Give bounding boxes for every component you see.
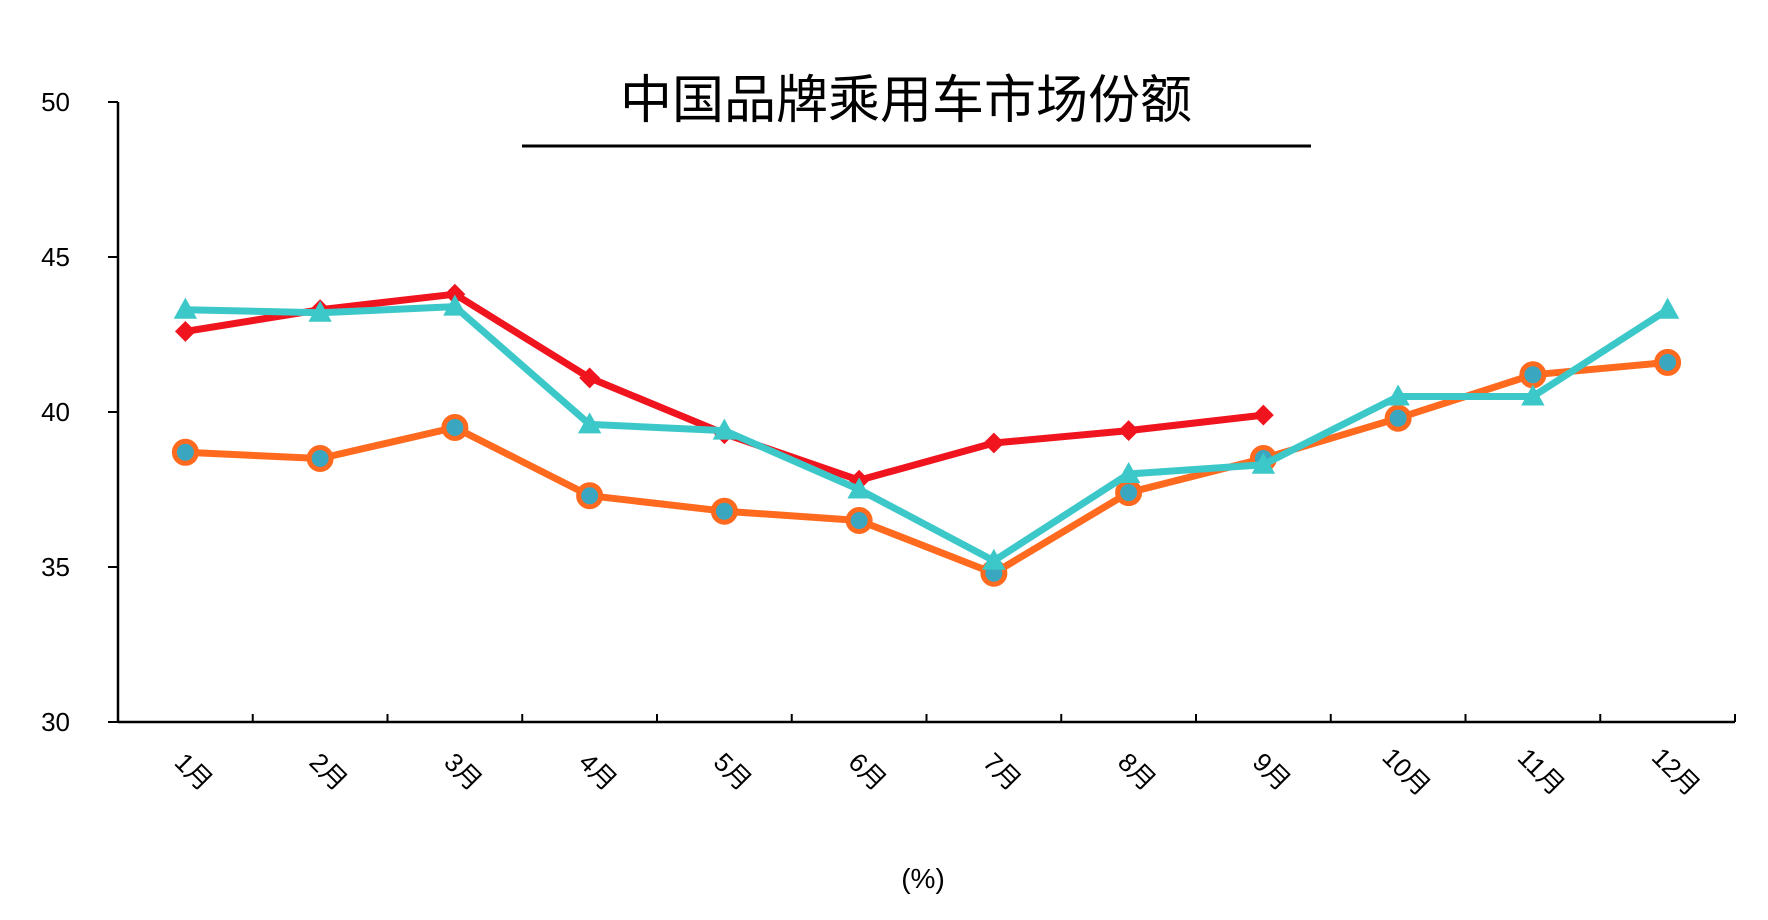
data-point <box>712 418 737 440</box>
data-point <box>1519 361 1547 389</box>
data-point <box>308 300 332 322</box>
series-lines <box>171 283 1682 587</box>
data-point <box>576 482 604 510</box>
data-point <box>1116 461 1141 483</box>
y-tick-label: 50 <box>41 87 70 117</box>
data-point <box>441 414 469 441</box>
x-tick-label: 4月 <box>573 747 623 797</box>
series-3 <box>173 294 1680 570</box>
x-tick-label: 7月 <box>977 747 1027 797</box>
series-1 <box>174 283 1274 491</box>
data-point <box>847 477 871 499</box>
series-2 <box>171 348 1682 587</box>
data-point <box>1521 384 1545 406</box>
x-tick-label: 5月 <box>708 747 758 797</box>
data-point <box>1655 297 1680 319</box>
data-point <box>1118 420 1140 442</box>
data-point <box>1252 404 1274 426</box>
data-point <box>710 497 738 525</box>
series-line <box>181 358 1672 577</box>
data-point <box>174 320 196 342</box>
x-tick-label: 11月 <box>1512 742 1571 801</box>
x-tick-label: 12月 <box>1646 742 1706 802</box>
y-tick-label: 35 <box>41 552 70 582</box>
data-point <box>1386 384 1410 406</box>
data-point <box>579 367 601 389</box>
data-point <box>173 297 198 319</box>
data-point <box>171 438 199 466</box>
data-point <box>845 507 873 534</box>
series-line <box>181 303 1672 565</box>
data-point <box>577 412 602 434</box>
x-tick-label: 3月 <box>438 747 488 797</box>
x-tick-label: 6月 <box>843 747 893 797</box>
y-tick-label: 40 <box>41 397 70 427</box>
x-tick-label: 10月 <box>1376 742 1436 802</box>
x-axis-label: (%) <box>901 863 945 894</box>
x-tick-label: 9月 <box>1247 747 1297 797</box>
data-point <box>306 445 334 472</box>
x-tick-label: 8月 <box>1112 747 1162 797</box>
data-point <box>1654 348 1682 376</box>
data-point <box>1384 404 1412 432</box>
y-tick-label: 30 <box>41 707 70 737</box>
data-point <box>1115 479 1143 507</box>
data-point <box>982 548 1006 570</box>
chart-title: 中国品牌乘用车市场份额 <box>620 71 1192 131</box>
x-tick-label: 2月 <box>304 747 354 797</box>
axes: 30 35 40 45 50 1月 2月 3月 4月 5月 6月 7月 8月 9月 10月 11月 12月 <box>41 87 1736 802</box>
y-tick-label: 45 <box>41 242 70 272</box>
data-point <box>983 432 1005 454</box>
x-tick-label: 1月 <box>169 747 219 797</box>
data-point <box>443 294 467 316</box>
data-point <box>1251 452 1276 474</box>
